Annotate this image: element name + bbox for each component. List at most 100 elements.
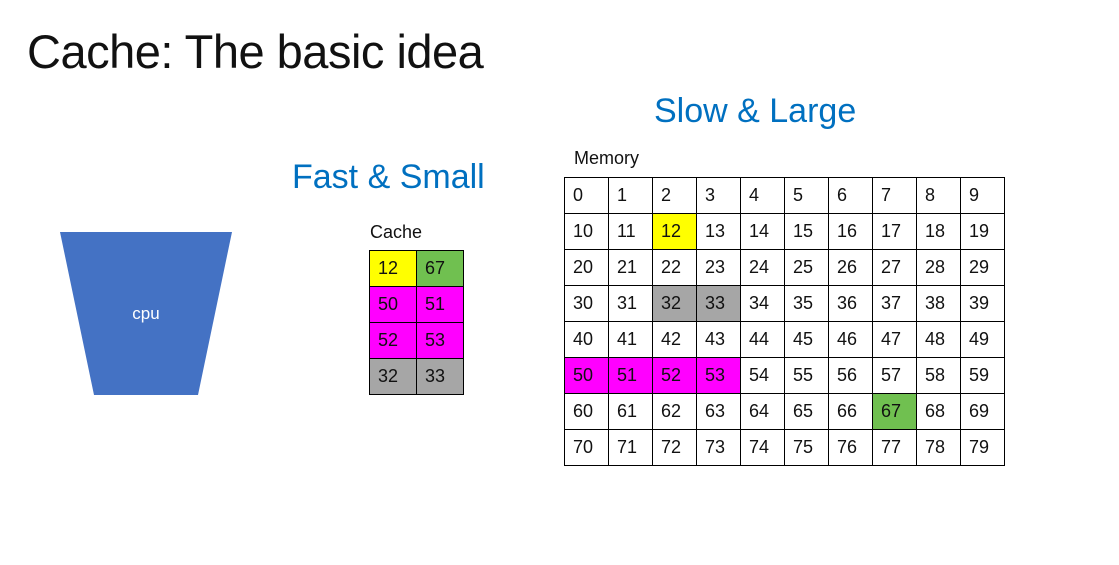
memory-cell: 11 <box>608 213 653 250</box>
memory-row: 50 51 52 53 54 55 56 57 58 59 <box>564 357 1005 394</box>
memory-cell: 19 <box>960 213 1005 250</box>
memory-cell: 31 <box>608 285 653 322</box>
memory-cell: 71 <box>608 429 653 466</box>
cache-cell: 50 <box>369 286 417 323</box>
memory-row: 70 71 72 73 74 75 76 77 78 79 <box>564 429 1005 466</box>
memory-cell: 21 <box>608 249 653 286</box>
memory-cell: 3 <box>696 177 741 214</box>
memory-cell: 55 <box>784 357 829 394</box>
memory-row: 20 21 22 23 24 25 26 27 28 29 <box>564 249 1005 286</box>
memory-label: Memory <box>574 148 640 168</box>
memory-cell: 5 <box>784 177 829 214</box>
memory-cell: 65 <box>784 393 829 430</box>
memory-cell: 54 <box>740 357 785 394</box>
memory-cell: 4 <box>740 177 785 214</box>
memory-cell: 32 <box>652 285 697 322</box>
memory-row: 60 61 62 63 64 65 66 67 68 69 <box>564 393 1005 430</box>
memory-cell: 14 <box>740 213 785 250</box>
memory-cell: 47 <box>872 321 917 358</box>
memory-cell: 59 <box>960 357 1005 394</box>
slide-title: Cache: The basic idea <box>27 25 484 78</box>
memory-cell: 18 <box>916 213 961 250</box>
memory-cell: 15 <box>784 213 829 250</box>
cache-row: 12 67 <box>369 250 464 287</box>
memory-cell: 9 <box>960 177 1005 214</box>
memory-row: 10 11 12 13 14 15 16 17 18 19 <box>564 213 1005 250</box>
memory-cell: 25 <box>784 249 829 286</box>
memory-cell: 36 <box>828 285 873 322</box>
memory-cell: 69 <box>960 393 1005 430</box>
cache-cell: 53 <box>416 322 464 359</box>
memory-cell: 38 <box>916 285 961 322</box>
memory-cell: 62 <box>652 393 697 430</box>
memory-cell: 64 <box>740 393 785 430</box>
cache-cell: 33 <box>416 358 464 395</box>
memory-cell: 56 <box>828 357 873 394</box>
memory-cell: 75 <box>784 429 829 466</box>
fast-small-heading: Fast & Small <box>292 158 485 196</box>
memory-row: 40 41 42 43 44 45 46 47 48 49 <box>564 321 1005 358</box>
memory-cell: 1 <box>608 177 653 214</box>
memory-cell: 43 <box>696 321 741 358</box>
memory-cell: 39 <box>960 285 1005 322</box>
cache-row: 52 53 <box>369 322 464 359</box>
memory-cell: 50 <box>564 357 609 394</box>
memory-cell: 60 <box>564 393 609 430</box>
memory-cell: 30 <box>564 285 609 322</box>
memory-table: 0 1 2 3 4 5 6 7 8 9 10 11 12 13 14 15 16 17 18 19 20 21 22 23 24… <box>564 177 1005 466</box>
memory-cell: 58 <box>916 357 961 394</box>
cache-table: 12 67 50 51 52 53 32 33 <box>369 250 464 395</box>
memory-cell: 16 <box>828 213 873 250</box>
memory-cell: 23 <box>696 249 741 286</box>
cache-cell: 52 <box>369 322 417 359</box>
memory-cell: 61 <box>608 393 653 430</box>
memory-cell: 79 <box>960 429 1005 466</box>
memory-cell: 66 <box>828 393 873 430</box>
memory-cell: 13 <box>696 213 741 250</box>
memory-cell: 40 <box>564 321 609 358</box>
memory-cell: 7 <box>872 177 917 214</box>
memory-cell: 48 <box>916 321 961 358</box>
memory-cell: 68 <box>916 393 961 430</box>
memory-cell: 33 <box>696 285 741 322</box>
memory-cell: 2 <box>652 177 697 214</box>
memory-cell: 78 <box>916 429 961 466</box>
memory-cell: 6 <box>828 177 873 214</box>
memory-cell: 26 <box>828 249 873 286</box>
memory-cell: 44 <box>740 321 785 358</box>
cpu-label: cpu <box>132 304 160 323</box>
memory-cell: 35 <box>784 285 829 322</box>
memory-row: 30 31 32 33 34 35 36 37 38 39 <box>564 285 1005 322</box>
memory-cell: 8 <box>916 177 961 214</box>
memory-cell: 45 <box>784 321 829 358</box>
cache-row: 32 33 <box>369 358 464 395</box>
memory-cell: 20 <box>564 249 609 286</box>
memory-cell: 37 <box>872 285 917 322</box>
memory-cell: 12 <box>652 213 697 250</box>
memory-cell: 29 <box>960 249 1005 286</box>
memory-cell: 52 <box>652 357 697 394</box>
memory-cell: 67 <box>872 393 917 430</box>
memory-cell: 28 <box>916 249 961 286</box>
memory-cell: 0 <box>564 177 609 214</box>
memory-cell: 57 <box>872 357 917 394</box>
memory-cell: 22 <box>652 249 697 286</box>
memory-cell: 34 <box>740 285 785 322</box>
cache-cell: 12 <box>369 250 417 287</box>
memory-cell: 49 <box>960 321 1005 358</box>
cache-cell: 51 <box>416 286 464 323</box>
memory-cell: 17 <box>872 213 917 250</box>
memory-cell: 63 <box>696 393 741 430</box>
memory-cell: 51 <box>608 357 653 394</box>
memory-cell: 10 <box>564 213 609 250</box>
memory-cell: 46 <box>828 321 873 358</box>
memory-cell: 24 <box>740 249 785 286</box>
cache-cell: 32 <box>369 358 417 395</box>
slow-large-heading: Slow & Large <box>654 92 857 130</box>
memory-cell: 42 <box>652 321 697 358</box>
memory-cell: 77 <box>872 429 917 466</box>
memory-cell: 41 <box>608 321 653 358</box>
memory-cell: 74 <box>740 429 785 466</box>
memory-cell: 27 <box>872 249 917 286</box>
